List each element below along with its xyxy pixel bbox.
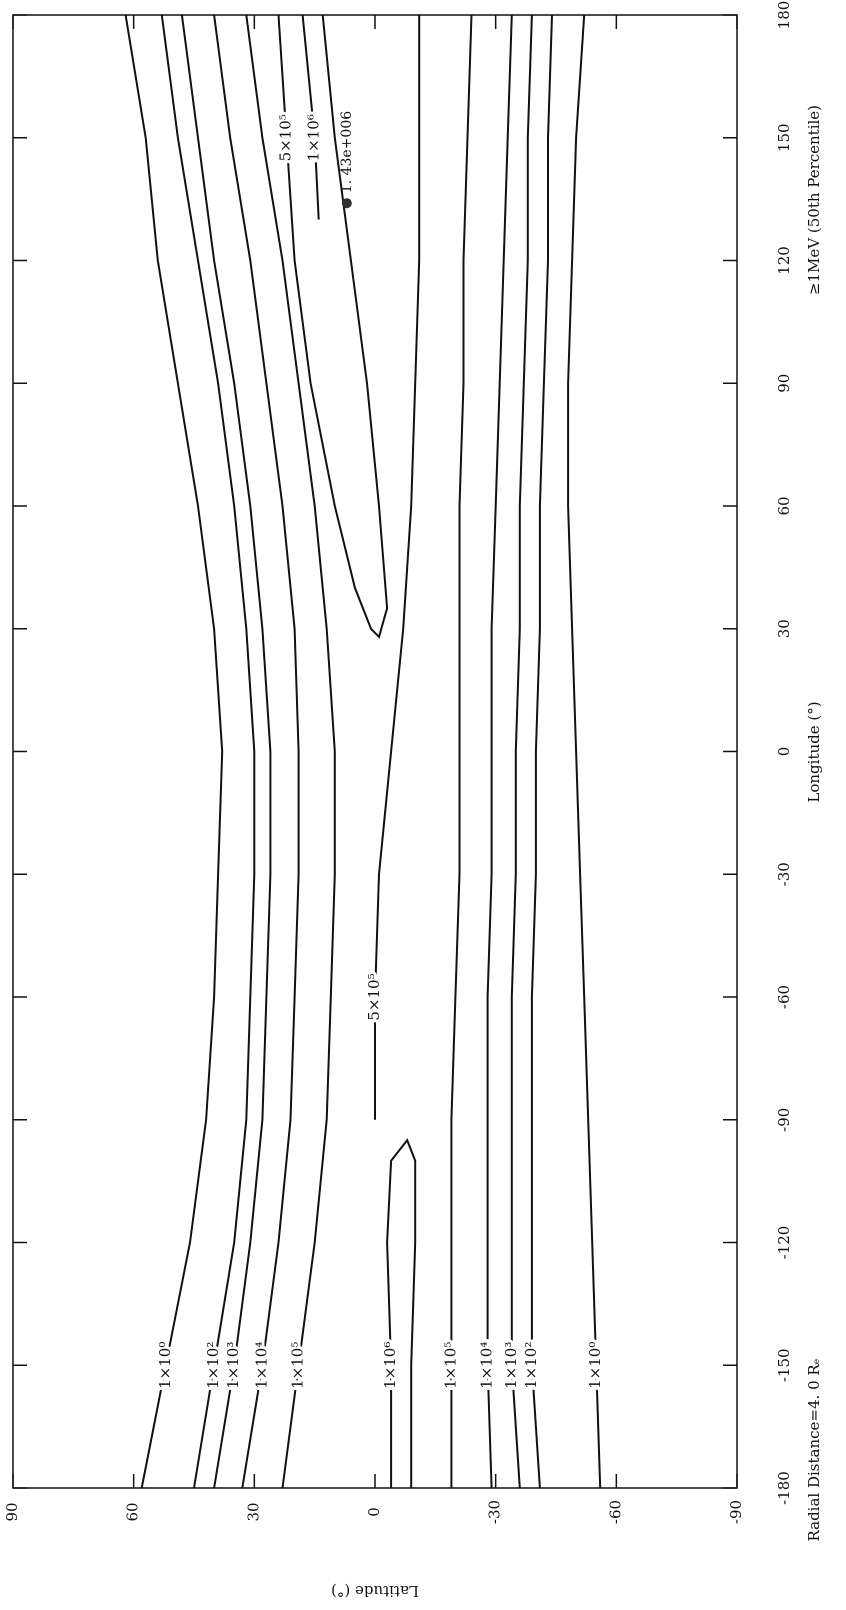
peak-label: 1. 43e+006 xyxy=(339,111,355,193)
x-tick-label: 180 xyxy=(775,1,793,30)
contour-label: 1×10⁴ xyxy=(252,1342,270,1389)
contour-line xyxy=(126,15,223,1488)
x-tick-label: 0 xyxy=(775,747,793,757)
contour-line xyxy=(162,15,255,1488)
plot-frame xyxy=(13,15,737,1488)
y-tick-label: 0 xyxy=(365,1507,383,1517)
y-tick-label: -30 xyxy=(486,1500,504,1524)
x-tick-label: 90 xyxy=(775,374,793,393)
contour-label: 5×10⁵ xyxy=(277,114,295,161)
annotation: Radial Distance=4. 0 Rₑ xyxy=(805,1358,823,1541)
x-tick-label: -90 xyxy=(775,1108,793,1132)
x-tick-label: 150 xyxy=(775,123,793,152)
y-tick-label: 90 xyxy=(3,1502,21,1521)
x-tick-label: 120 xyxy=(775,246,793,275)
y-tick-label: 30 xyxy=(244,1502,262,1521)
x-tick-label: -120 xyxy=(775,1226,793,1260)
x-tick-label: -180 xyxy=(775,1471,793,1505)
x-tick-label: 30 xyxy=(775,619,793,638)
contour-line xyxy=(451,15,471,1488)
y-tick-label: 60 xyxy=(124,1502,142,1521)
contour-line xyxy=(279,15,388,637)
contour-line xyxy=(182,15,271,1488)
x-axis-title: Longitude (°) xyxy=(805,701,823,802)
contour-label: 1×10⁶ xyxy=(305,114,323,161)
peak-point xyxy=(342,198,352,208)
contour-line xyxy=(246,15,334,1488)
chart: Longitude (°) Latitude (°) Radial Distan… xyxy=(0,0,846,1610)
x-tick-label: -60 xyxy=(775,985,793,1009)
y-tick-label: -90 xyxy=(727,1500,745,1524)
annotation: ≥1MeV (50th Percentile) xyxy=(805,105,823,295)
contour-line xyxy=(387,1140,415,1488)
x-tick-label: -150 xyxy=(775,1348,793,1382)
contour-label: 1×10³ xyxy=(502,1342,520,1389)
contour-line xyxy=(375,15,419,1120)
contour-line xyxy=(214,15,299,1488)
contour-label: 1×10³ xyxy=(224,1342,242,1389)
contour-label: 1×10² xyxy=(522,1342,540,1389)
contour-line xyxy=(512,15,532,1488)
contour-line xyxy=(532,15,552,1488)
contour-label: 1×10² xyxy=(204,1342,222,1389)
contour-line xyxy=(568,15,600,1488)
contour-line xyxy=(488,15,512,1488)
contour-label: 1×10⁴ xyxy=(478,1342,496,1389)
contour-label: 1×10⁰ xyxy=(586,1342,604,1389)
x-tick-label: 60 xyxy=(775,496,793,515)
y-axis-title: Latitude (°) xyxy=(331,1582,419,1600)
contour-label: 1×10⁰ xyxy=(156,1342,174,1389)
contour-label: 1×10⁶ xyxy=(381,1342,399,1389)
y-tick-label: -60 xyxy=(606,1500,624,1524)
contour-label: 1×10⁵ xyxy=(289,1342,307,1389)
contour-label: 1×10⁵ xyxy=(441,1342,459,1389)
x-tick-label: -30 xyxy=(775,862,793,886)
contour-label: 5×10⁵ xyxy=(365,973,383,1020)
